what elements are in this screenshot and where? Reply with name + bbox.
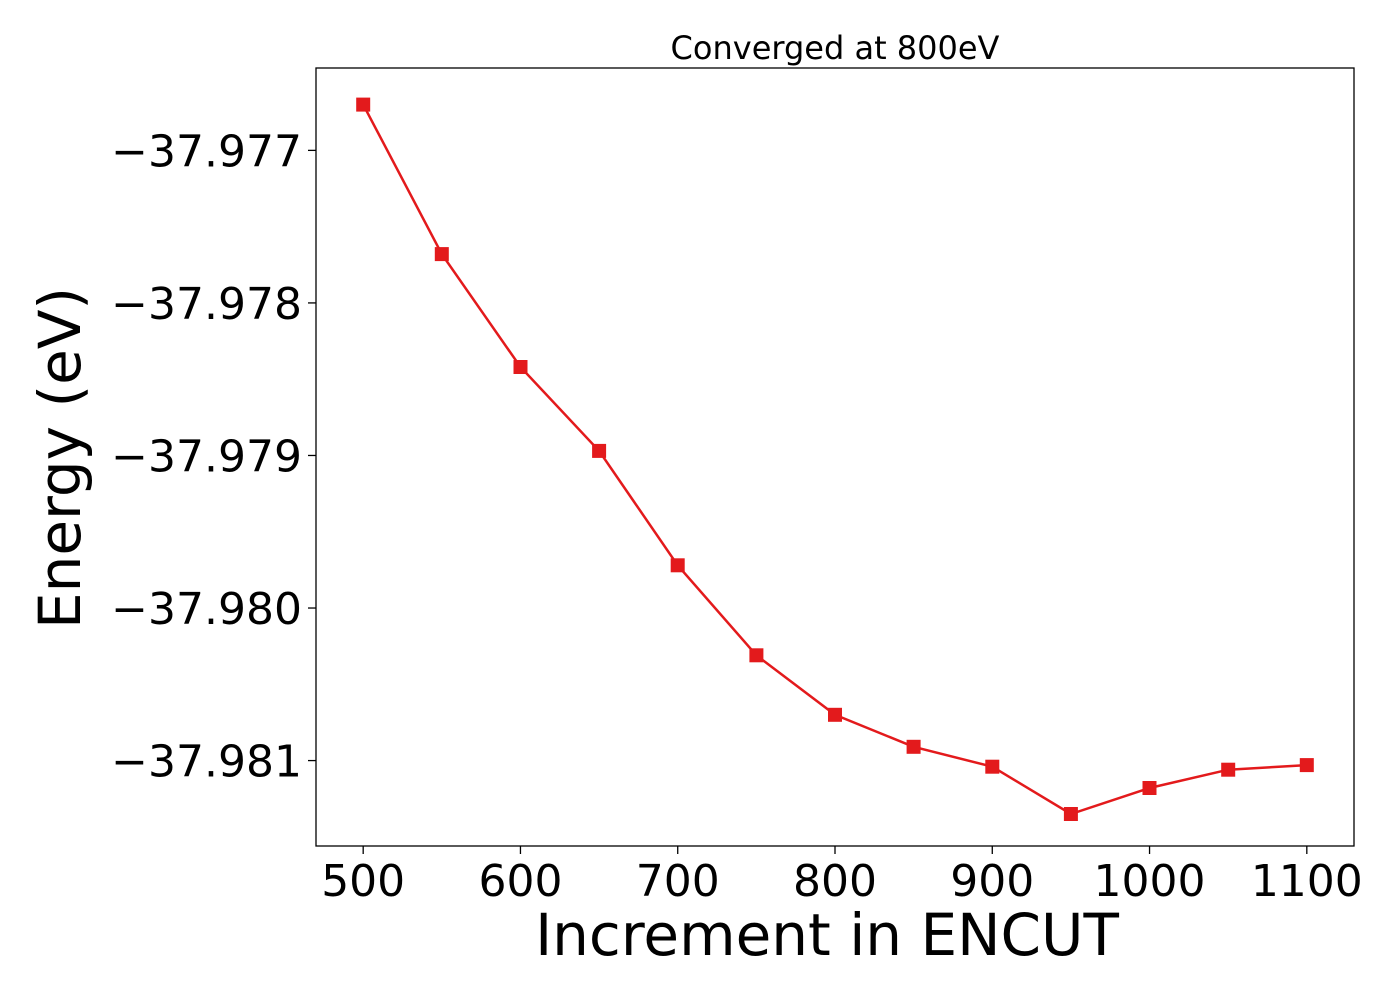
data-point — [1221, 762, 1236, 777]
data-point — [592, 443, 607, 458]
x-tick-label: 700 — [636, 856, 720, 907]
y-tick-label: −37.980 — [111, 584, 302, 635]
x-axis-label: Increment in ENCUT — [535, 901, 1119, 969]
data-point — [670, 558, 685, 573]
data-point — [985, 759, 1000, 774]
data-point — [906, 739, 921, 754]
x-tick-label: 1100 — [1251, 856, 1363, 907]
y-axis: −37.977 −37.978 −37.979 −37.980 −37.981 — [111, 126, 316, 788]
y-tick-label: −37.981 — [111, 737, 302, 788]
y-tick-label: −37.978 — [111, 279, 302, 330]
data-point — [434, 247, 449, 262]
data-point — [1063, 807, 1078, 821]
x-tick-label: 1000 — [1094, 856, 1206, 907]
chart-title: Converged at 800eV — [671, 29, 1000, 67]
x-tick-label: 500 — [321, 856, 405, 907]
x-tick-label: 600 — [478, 856, 562, 907]
axes-frame — [315, 67, 1355, 847]
x-axis: 500 600 700 800 900 1000 1100 — [321, 846, 1363, 907]
data-point — [749, 648, 764, 663]
data-point — [1299, 758, 1314, 773]
series-line — [362, 104, 1307, 816]
data-point — [1142, 781, 1157, 795]
y-tick-label: −37.979 — [111, 431, 302, 482]
data-point — [828, 707, 842, 722]
data-point — [356, 97, 371, 112]
y-tick-label: −37.977 — [111, 126, 302, 177]
data-point — [513, 360, 528, 374]
x-tick-label: 900 — [950, 856, 1034, 907]
x-tick-label: 800 — [793, 856, 877, 907]
plot-area — [356, 97, 1314, 821]
y-axis-label: Energy (eV) — [26, 287, 94, 629]
